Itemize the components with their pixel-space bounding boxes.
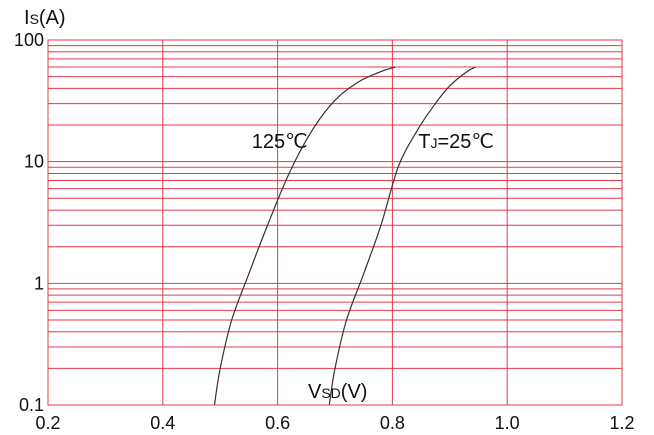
- x-tick-label: 1.0: [495, 413, 520, 433]
- y-tick-label: 1: [34, 273, 44, 293]
- y-axis-title-sub: S: [30, 11, 39, 27]
- y-axis-title: IS(A): [24, 7, 66, 29]
- curves: [213, 66, 476, 406]
- y-tick-label: 10: [24, 152, 44, 172]
- y-axis-title-unit: (A): [39, 7, 66, 29]
- series-line-1: [328, 66, 476, 406]
- y-axis-title-main: I: [24, 7, 30, 29]
- annotation-125c: 125℃: [252, 131, 308, 153]
- x-axis-title-unit: (V): [341, 381, 368, 403]
- annotation-tj-main: T: [418, 131, 430, 153]
- annotation-tj-sub: J: [430, 135, 437, 151]
- annotation-tj-rest: =25℃: [437, 131, 493, 153]
- x-tick-label: 0.4: [150, 413, 175, 433]
- grid: [47, 40, 623, 406]
- x-tick-label: 0.2: [35, 413, 60, 433]
- tick-labels: 0.2 0.4 0.6 0.8 1.0 1.2 0.1 1 10 100: [14, 30, 635, 433]
- series-line-0: [213, 66, 396, 406]
- plot-frame: [47, 39, 623, 406]
- y-tick-label: 0.1: [19, 395, 44, 415]
- x-axis-title: VSD(V): [308, 381, 367, 403]
- y-tick-label: 100: [14, 30, 44, 50]
- x-tick-label: 0.6: [265, 413, 290, 433]
- x-tick-label: 0.8: [380, 413, 405, 433]
- x-axis-title-main: V: [308, 381, 322, 403]
- x-axis-title-sub: SD: [321, 385, 340, 401]
- annotation-tj-25c: TJ=25℃: [418, 131, 494, 153]
- x-tick-label: 1.2: [609, 413, 634, 433]
